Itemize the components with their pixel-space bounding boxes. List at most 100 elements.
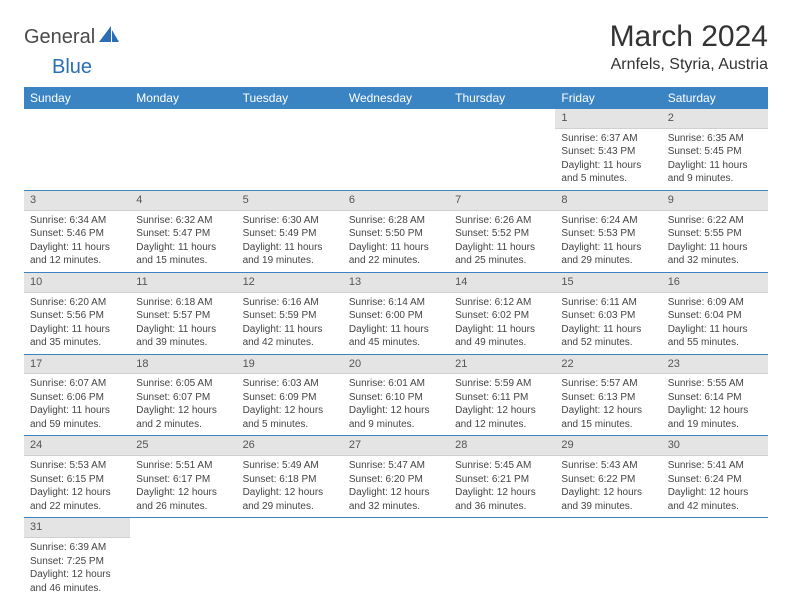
day-number: 2 [662,109,768,129]
day-line: and 22 minutes. [30,500,124,514]
day-content: Sunrise: 6:24 AMSunset: 5:53 PMDaylight:… [555,211,661,272]
calendar-cell: 21Sunrise: 5:59 AMSunset: 6:11 PMDayligh… [449,354,555,436]
day-line: Daylight: 11 hours [668,241,762,255]
day-line: Daylight: 11 hours [30,404,124,418]
day-line: Sunset: 5:47 PM [136,227,230,241]
calendar-week-row: 31Sunrise: 6:39 AMSunset: 7:25 PMDayligh… [24,518,768,599]
calendar-cell: 12Sunrise: 6:16 AMSunset: 5:59 PMDayligh… [237,272,343,354]
day-line: Sunrise: 6:20 AM [30,296,124,310]
weekday-header: Thursday [449,87,555,109]
day-content: Sunrise: 5:45 AMSunset: 6:21 PMDaylight:… [449,456,555,517]
day-content: Sunrise: 5:53 AMSunset: 6:15 PMDaylight:… [24,456,130,517]
weekday-header: Wednesday [343,87,449,109]
day-line: Daylight: 11 hours [349,241,443,255]
day-line: and 12 minutes. [455,418,549,432]
day-number: 3 [24,191,130,211]
day-content: Sunrise: 6:11 AMSunset: 6:03 PMDaylight:… [555,293,661,354]
day-number: 19 [237,355,343,375]
calendar-cell: 14Sunrise: 6:12 AMSunset: 6:02 PMDayligh… [449,272,555,354]
day-line: Sunset: 6:14 PM [668,391,762,405]
calendar-cell: 5Sunrise: 6:30 AMSunset: 5:49 PMDaylight… [237,190,343,272]
day-line: Sunset: 5:45 PM [668,145,762,159]
day-line: and 12 minutes. [30,254,124,268]
calendar-cell: 18Sunrise: 6:05 AMSunset: 6:07 PMDayligh… [130,354,236,436]
day-line: Daylight: 12 hours [668,404,762,418]
day-line: Sunset: 6:09 PM [243,391,337,405]
day-number: 8 [555,191,661,211]
calendar-week-row: 10Sunrise: 6:20 AMSunset: 5:56 PMDayligh… [24,272,768,354]
day-line: Sunrise: 6:37 AM [561,132,655,146]
day-line: Sunrise: 5:57 AM [561,377,655,391]
day-content: Sunrise: 6:14 AMSunset: 6:00 PMDaylight:… [343,293,449,354]
day-number: 9 [662,191,768,211]
day-number: 27 [343,436,449,456]
day-line: Sunrise: 6:01 AM [349,377,443,391]
day-number: 6 [343,191,449,211]
day-line: and 32 minutes. [668,254,762,268]
day-number: 12 [237,273,343,293]
day-number: 29 [555,436,661,456]
day-line: Sunset: 6:02 PM [455,309,549,323]
day-line: Daylight: 11 hours [668,159,762,173]
day-content: Sunrise: 6:34 AMSunset: 5:46 PMDaylight:… [24,211,130,272]
day-number: 5 [237,191,343,211]
day-line: Sunset: 6:07 PM [136,391,230,405]
calendar-cell [24,109,130,190]
day-line: Sunset: 6:04 PM [668,309,762,323]
calendar-cell [237,109,343,190]
day-line: and 49 minutes. [455,336,549,350]
day-number: 1 [555,109,661,129]
calendar-cell: 24Sunrise: 5:53 AMSunset: 6:15 PMDayligh… [24,436,130,518]
day-line: Sunset: 5:59 PM [243,309,337,323]
day-line: Sunset: 5:56 PM [30,309,124,323]
day-content: Sunrise: 6:07 AMSunset: 6:06 PMDaylight:… [24,374,130,435]
day-line: Daylight: 11 hours [349,323,443,337]
day-line: and 39 minutes. [136,336,230,350]
day-line: Sunset: 6:21 PM [455,473,549,487]
day-line: Sunset: 6:03 PM [561,309,655,323]
day-line: and 26 minutes. [136,500,230,514]
day-line: Daylight: 11 hours [455,323,549,337]
day-line: Sunset: 6:22 PM [561,473,655,487]
day-line: and 45 minutes. [349,336,443,350]
calendar-cell: 19Sunrise: 6:03 AMSunset: 6:09 PMDayligh… [237,354,343,436]
day-line: and 39 minutes. [561,500,655,514]
day-number: 20 [343,355,449,375]
weekday-header: Monday [130,87,236,109]
day-line: and 19 minutes. [668,418,762,432]
day-content: Sunrise: 6:26 AMSunset: 5:52 PMDaylight:… [449,211,555,272]
day-line: and 5 minutes. [243,418,337,432]
day-line: Sunset: 6:11 PM [455,391,549,405]
day-line: and 15 minutes. [136,254,230,268]
day-line: Daylight: 12 hours [30,486,124,500]
day-line: Sunrise: 5:47 AM [349,459,443,473]
day-line: Sunrise: 6:34 AM [30,214,124,228]
day-number: 13 [343,273,449,293]
day-content: Sunrise: 5:51 AMSunset: 6:17 PMDaylight:… [130,456,236,517]
day-line: Daylight: 12 hours [455,404,549,418]
day-line: Daylight: 12 hours [243,404,337,418]
day-line: Sunset: 6:00 PM [349,309,443,323]
day-content: Sunrise: 6:12 AMSunset: 6:02 PMDaylight:… [449,293,555,354]
day-line: Daylight: 11 hours [30,241,124,255]
calendar-cell: 17Sunrise: 6:07 AMSunset: 6:06 PMDayligh… [24,354,130,436]
day-line: and 32 minutes. [349,500,443,514]
day-line: and 52 minutes. [561,336,655,350]
calendar-cell [343,109,449,190]
day-line: Sunrise: 6:22 AM [668,214,762,228]
day-content: Sunrise: 6:22 AMSunset: 5:55 PMDaylight:… [662,211,768,272]
day-line: Sunset: 6:15 PM [30,473,124,487]
day-number: 26 [237,436,343,456]
day-line: and 29 minutes. [243,500,337,514]
day-content: Sunrise: 5:55 AMSunset: 6:14 PMDaylight:… [662,374,768,435]
day-line: Sunset: 6:20 PM [349,473,443,487]
day-line: Daylight: 11 hours [561,159,655,173]
day-line: Sunset: 6:17 PM [136,473,230,487]
day-number: 7 [449,191,555,211]
day-line: Sunrise: 5:55 AM [668,377,762,391]
day-line: Sunrise: 6:14 AM [349,296,443,310]
day-content: Sunrise: 6:18 AMSunset: 5:57 PMDaylight:… [130,293,236,354]
day-line: Sunrise: 6:30 AM [243,214,337,228]
day-line: and 22 minutes. [349,254,443,268]
day-number: 30 [662,436,768,456]
